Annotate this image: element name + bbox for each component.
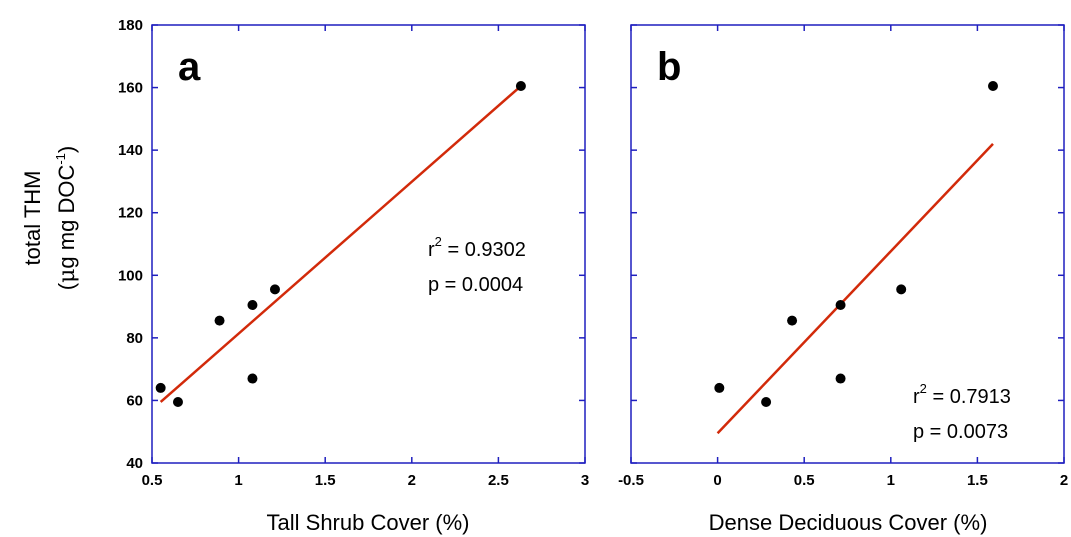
panel-b-tick-labels: -0.5 0 0.5 1 1.5 2 <box>618 472 1068 489</box>
panel-a-y-tick-label: 80 <box>126 330 143 347</box>
panel-a-points <box>155 81 526 407</box>
y-axis-unit-main: g mg DOC <box>54 165 79 269</box>
panel-a-fit-line <box>159 85 522 403</box>
panel-a-r2-sup: 2 <box>435 234 442 249</box>
panel-a-data-point <box>269 284 280 295</box>
panel-b-x-tick-label: -0.5 <box>618 472 644 489</box>
panel-a-y-tick-label: 180 <box>118 17 143 34</box>
panel-b-frame <box>630 24 1065 464</box>
panel-a-y-tick-label: 160 <box>118 80 143 97</box>
panel-b-r2-label: r <box>913 386 920 408</box>
panel-b-x-axis-title: Dense Deciduous Cover (%) <box>709 510 988 535</box>
panel-a-x-tick-label: 2.5 <box>488 472 509 489</box>
panel-b-data-point <box>835 373 846 384</box>
panel-b-p-value: p = 0.0073 <box>913 421 1008 443</box>
y-axis-unit-mu: μ <box>55 269 80 283</box>
panel-b-data-point <box>835 300 846 311</box>
panel-b-x-tick-label: 0 <box>713 472 721 489</box>
panel-b-data-point <box>787 315 798 326</box>
y-axis-unit-sup: -1 <box>53 153 68 165</box>
panel-b: -0.5 0 0.5 1 1.5 2 b r2 = 0.7913 p = 0.0073 D… <box>618 24 1068 535</box>
y-axis-unit: (μg mg DOC-1) <box>53 146 80 290</box>
panel-a-x-tick-label: 1.5 <box>315 472 336 489</box>
y-axis-unit-open: ( <box>54 282 79 290</box>
panel-b-x-tick-label: 2 <box>1060 472 1068 489</box>
panel-b-x-tick-label: 0.5 <box>794 472 815 489</box>
panel-a-r2-value: = 0.9302 <box>442 239 526 261</box>
panel-a-ticks <box>151 24 586 464</box>
panel-a-frame <box>151 24 586 464</box>
y-axis-title: total THM <box>20 171 45 266</box>
panel-a-x-tick-label: 2 <box>408 472 416 489</box>
panel-a-y-tick-label: 140 <box>118 142 143 159</box>
panel-a-data-point <box>247 373 258 384</box>
panel-a-y-tick-label: 100 <box>118 267 143 284</box>
panel-a-tick-labels: 0.5 1 1.5 2 2.5 3 40 60 80 100 120 140 160 180 <box>118 17 589 489</box>
panel-a-x-axis-title: Tall Shrub Cover (%) <box>267 510 470 535</box>
panel-b-data-point <box>987 81 998 92</box>
panel-a-data-point <box>515 81 526 92</box>
panel-a-p-value: p = 0.0004 <box>428 274 523 296</box>
panel-b-letter: b <box>657 45 681 89</box>
panel-b-r2: r2 = 0.7913 <box>913 381 1011 408</box>
panel-b-data-point <box>761 396 772 407</box>
y-axis-title-group: total THM (μg mg DOC-1) <box>20 146 80 290</box>
panel-a-r2: r2 = 0.9302 <box>428 234 526 261</box>
panel-a-letter: a <box>178 45 201 89</box>
panel-b-r2-sup: 2 <box>920 381 927 396</box>
panel-a-data-point <box>214 315 225 326</box>
panel-a-x-tick-label: 3 <box>581 472 589 489</box>
panel-b-fit-line <box>716 143 994 435</box>
panel-b-data-point <box>896 284 907 295</box>
panel-a-data-point <box>172 396 183 407</box>
panel-b-r2-value: = 0.7913 <box>927 386 1011 408</box>
panel-a-y-tick-label: 60 <box>126 392 143 409</box>
panel-b-ticks <box>630 24 1065 464</box>
panel-a-y-tick-label: 40 <box>126 455 143 472</box>
panel-b-data-point <box>714 382 725 393</box>
y-axis-unit-close: ) <box>54 146 79 153</box>
panel-a-y-tick-label: 120 <box>118 205 143 222</box>
panel-b-x-tick-label: 1.5 <box>967 472 988 489</box>
panel-a-data-point <box>155 382 166 393</box>
panel-a-r2-label: r <box>428 239 435 261</box>
panel-a-x-tick-label: 0.5 <box>142 472 163 489</box>
panel-b-x-tick-label: 1 <box>887 472 895 489</box>
panel-a-data-point <box>247 300 258 311</box>
panel-b-points <box>714 81 998 407</box>
panel-a-x-tick-label: 1 <box>234 472 242 489</box>
